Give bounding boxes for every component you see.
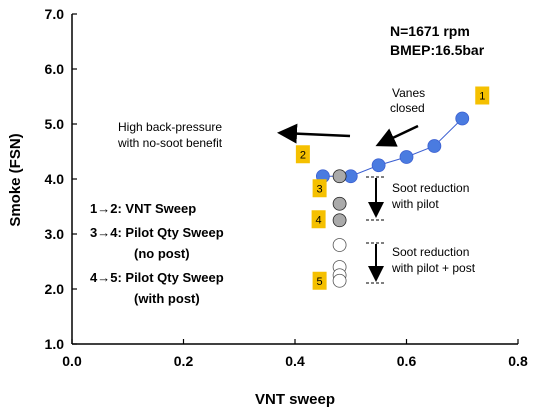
vnt-sweep-point [427,139,442,153]
point-label-box [311,210,326,229]
legend-line-5: (with post) [134,291,200,306]
vnt-sweep-point [371,158,386,173]
legend-line-4: 4→5: Pilot Qty Sweep [90,270,224,285]
point-label-box [295,145,310,164]
vanes-closed-arrow [375,124,419,147]
point-label-box [312,271,327,290]
annotation-soot-pilot-post-line2: with pilot + post [391,261,476,275]
condition-speed: N=1671 rpm [390,23,470,39]
condition-bmep: BMEP:16.5bar [390,42,485,58]
legend-line-3: (no post) [134,246,190,261]
point-labels: 1 2 3 4 5 [295,86,490,290]
x-axis-label: VNT sweep [255,391,335,408]
point-label: 1 [479,91,485,103]
pilot-with-post-point [332,273,347,288]
x-ticks: 0.0 0.2 0.4 0.6 0.8 [62,339,528,369]
x-tick-label: 0.6 [397,353,417,369]
annotation-back-pressure-line1: High back-pressure [118,120,222,134]
y-tick-label: 6.0 [45,61,65,77]
annotation-soot-pilot-line1: Soot reduction [392,181,469,195]
point-label-box [475,86,490,105]
x-tick-label: 0.2 [174,353,194,369]
back-pressure-arrow [277,123,351,144]
point-label: 4 [316,214,322,226]
vnt-sweep-point [399,150,414,164]
y-tick-label: 4.0 [45,171,65,187]
annotation-vanes-closed-line2: closed [390,101,425,115]
pilot-no-post-point [332,169,347,184]
y-tick-label: 1.0 [45,336,65,352]
legend-line-2: 3→4: Pilot Qty Sweep [90,225,224,240]
y-axis-label: Smoke (FSN) [7,133,24,226]
point-label: 2 [300,149,306,161]
x-tick-label: 0.0 [62,353,82,369]
y-tick-label: 2.0 [45,281,65,297]
legend-line-1: 1→2: VNT Sweep [90,201,196,216]
vnt-sweep-point [455,111,470,126]
y-tick-label: 3.0 [45,226,65,242]
x-tick-label: 0.4 [285,353,305,369]
pilot-no-post-point [332,196,347,211]
annotation-vanes-closed-line1: Vanes [392,86,425,100]
point-label-box [312,179,327,198]
annotation-back-pressure-line2: with no-soot benefit [117,136,223,150]
vnt-sweep-line [322,118,463,177]
annotation-soot-pilot-line2: with pilot [391,197,439,211]
annotation-soot-pilot-post-line1: Soot reduction [392,245,469,259]
y-ticks: 1.0 2.0 3.0 4.0 5.0 6.0 7.0 [45,6,77,352]
y-tick-label: 7.0 [45,6,65,22]
point-label: 5 [317,276,323,288]
point-label: 3 [317,183,323,195]
pilot-no-post-point [332,213,347,228]
pilot-with-post-point [332,238,347,252]
x-tick-label: 0.8 [508,353,528,369]
y-tick-label: 5.0 [45,116,65,132]
